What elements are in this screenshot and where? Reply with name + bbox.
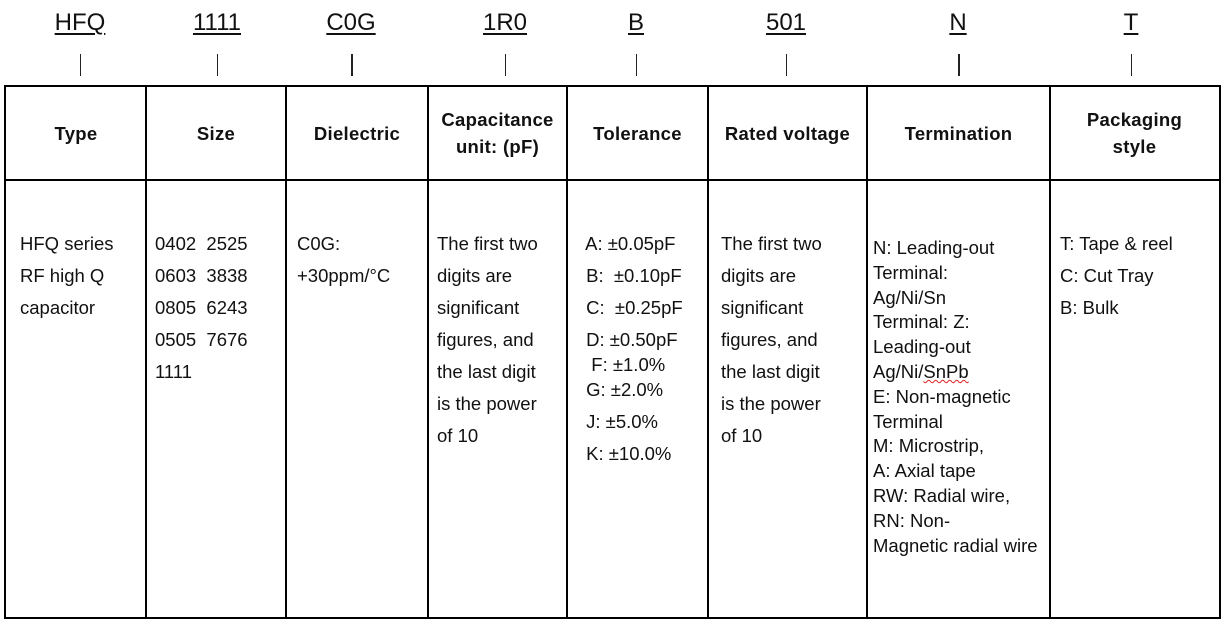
- cell-line: 0603 3838: [155, 265, 248, 286]
- cell-line: Ag/Ni/Sn: [873, 286, 947, 308]
- cell-line: digits are: [721, 265, 797, 286]
- cell-line: capacitor: [20, 297, 96, 318]
- cell-line: significant: [721, 297, 804, 318]
- code-0: HFQ: [54, 9, 106, 36]
- code-7: T: [1123, 9, 1139, 36]
- cell-line: Terminal: [873, 410, 943, 432]
- cell-line: figures, and: [437, 329, 534, 350]
- part-number-table: Type HFQ series RF high Q capacitor Size 0402…: [4, 85, 1221, 619]
- cell-line: K: ±10.0%: [581, 443, 672, 464]
- cell-line: of 10: [437, 425, 479, 446]
- cell-line: The first two: [437, 233, 538, 254]
- cell-line: 0505 7676: [155, 329, 248, 350]
- column-header: Capacitance unit: (pF): [441, 109, 554, 157]
- column-header: Rated voltage: [724, 122, 851, 144]
- cell-line: the last digit: [721, 361, 820, 382]
- column-header: Size: [196, 122, 236, 144]
- column-body: The first two digits are significant figure…: [437, 233, 538, 457]
- cell-line: A: Axial tape: [873, 460, 976, 482]
- cell-line: C0G:: [297, 233, 341, 254]
- cell-line: The first two: [721, 233, 822, 254]
- column-divider: [566, 87, 568, 617]
- cell-line: +30ppm/°C: [297, 265, 391, 286]
- cell-line: figures, and: [721, 329, 818, 350]
- connector-line: [958, 54, 960, 76]
- cell-line: B: ±0.10pF: [581, 265, 682, 286]
- cell-line: N: Leading-out: [873, 237, 995, 258]
- code-2: C0G: [326, 9, 376, 36]
- cell-line: 0805 6243: [155, 297, 248, 318]
- connector-line: [80, 54, 81, 76]
- code-6: N: [949, 9, 967, 36]
- cell-line: C: Cut Tray: [1060, 265, 1154, 286]
- cell-line: G: ±2.0%: [581, 379, 664, 400]
- cell-line: Ag/Ni/SnPb: [873, 360, 969, 382]
- cell-line: significant: [437, 297, 520, 318]
- column-divider: [285, 87, 287, 617]
- cell-line: 1111: [155, 361, 193, 382]
- column-header: Packaging style: [1086, 109, 1183, 157]
- column-divider: [145, 87, 147, 617]
- code-3: 1R0: [482, 9, 528, 36]
- column-body: N: Leading-out Terminal: Ag/Ni/Sn Terminal:…: [873, 237, 1038, 559]
- column-divider: [707, 87, 709, 617]
- cell-line: of 10: [721, 425, 763, 446]
- column-header: Tolerance: [593, 122, 682, 144]
- column-body: A: ±0.05pF B: ±0.10pF C: ±0.25pF D: ±0.5…: [581, 233, 683, 475]
- cell-line: Magnetic radial wire: [873, 534, 1038, 556]
- connector-line: [636, 54, 637, 76]
- header-divider: [6, 179, 1219, 181]
- cell-line: Leading-out: [873, 336, 971, 358]
- code-1: 1111: [192, 9, 242, 36]
- spelling-underline: SnPb: [923, 360, 969, 382]
- cell-line: is the power: [437, 393, 537, 414]
- connector-line: [505, 54, 506, 76]
- code-5: 501: [765, 9, 807, 36]
- cell-line: 0402 2525: [155, 233, 248, 254]
- cell-line: M: Microstrip,: [873, 435, 984, 457]
- code-4: B: [627, 9, 645, 36]
- column-body: T: Tape & reel C: Cut Tray B: Bulk: [1060, 233, 1173, 329]
- cell-line: B: Bulk: [1060, 297, 1119, 318]
- column-body: 0402 2525 0603 3838 0805 6243 0505 7676 1111: [155, 233, 248, 386]
- cell-line: the last digit: [437, 361, 536, 382]
- column-divider: [1049, 87, 1051, 617]
- column-header: Termination: [904, 122, 1013, 144]
- column-body: C0G: +30ppm/°C: [297, 233, 390, 297]
- cell-line: RF high Q: [20, 265, 105, 286]
- cell-line: E: Non-magnetic: [873, 385, 1011, 407]
- cell-line: Terminal:: [873, 261, 949, 283]
- column-body: The first two digits are significant figure…: [721, 233, 822, 457]
- connector-line: [1131, 54, 1132, 76]
- connector-line: [351, 54, 353, 76]
- cell-line: HFQ series: [20, 233, 114, 254]
- cell-line: T: Tape & reel: [1060, 233, 1173, 254]
- column-body: HFQ series RF high Q capacitor: [20, 233, 114, 329]
- cell-line: F: ±1.0%: [581, 354, 666, 375]
- cell-line: RN: Non-: [873, 509, 951, 531]
- cell-line: RW: Radial wire,: [873, 484, 1011, 506]
- cell-line: J: ±5.0%: [581, 411, 658, 432]
- cell-line: Terminal: Z:: [873, 311, 970, 333]
- column-divider: [427, 87, 429, 617]
- column-header: Dielectric: [313, 122, 401, 144]
- cell-line: C: ±0.25pF: [581, 297, 683, 318]
- connector-line: [217, 54, 218, 76]
- cell-line: D: ±0.50pF: [581, 329, 678, 350]
- cell-line: A: ±0.05pF: [581, 233, 676, 254]
- connector-line: [786, 54, 787, 76]
- column-divider: [866, 87, 868, 617]
- cell-line: is the power: [721, 393, 821, 414]
- cell-line: digits are: [437, 265, 513, 286]
- column-header: Type: [54, 122, 98, 144]
